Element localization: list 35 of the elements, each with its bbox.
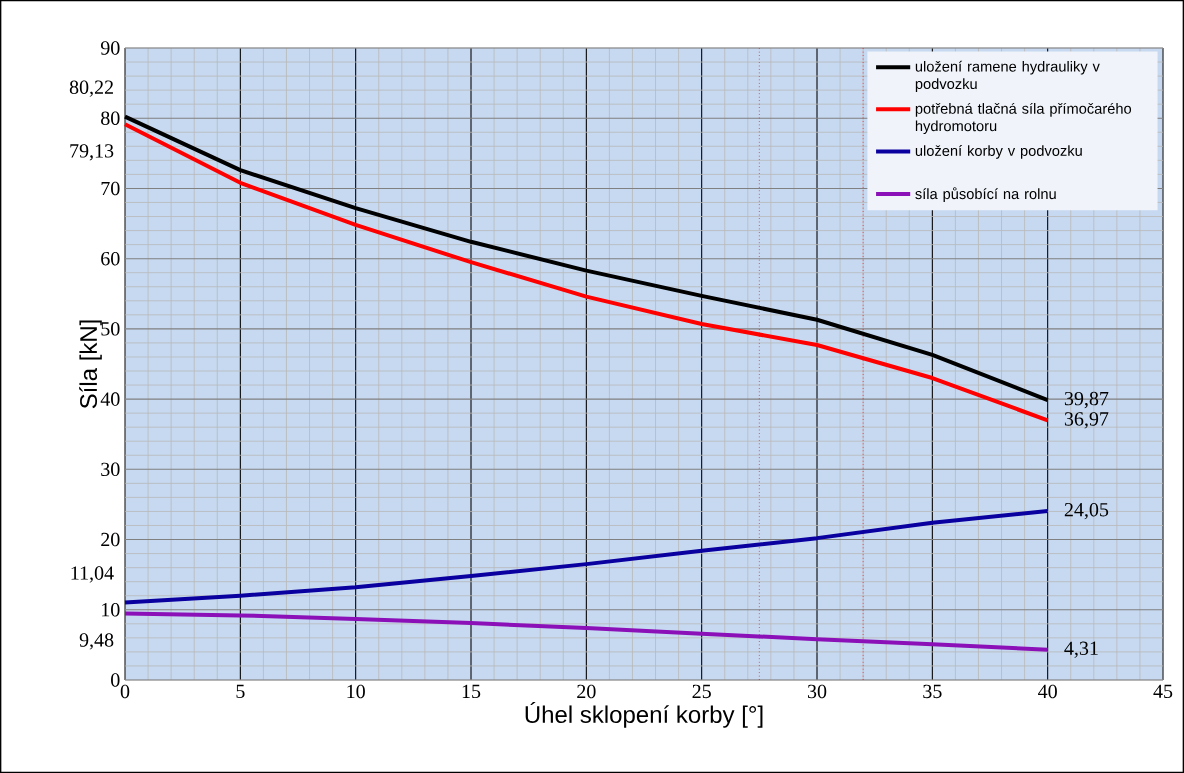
y-tick-label: 70	[101, 181, 120, 196]
data-label: 79,13	[70, 144, 114, 161]
y-tick-label: 20	[101, 532, 120, 547]
x-tick-label: 20	[577, 684, 596, 699]
legend-label: uložení ramene hydrauliky v podvozku	[915, 60, 1100, 92]
legend-label: uložení korby v podvozku	[915, 145, 1082, 159]
x-tick-label: 15	[462, 684, 481, 699]
data-label: 80,22	[69, 80, 113, 97]
x-tick-label: 0	[120, 684, 130, 699]
x-tick-label: 30	[807, 684, 827, 699]
y-tick-label: 10	[102, 603, 120, 617]
data-label: 4,31	[1064, 641, 1098, 658]
x-tick-label: 35	[923, 684, 942, 699]
x-tick-label: 25	[692, 684, 711, 699]
data-label: 24,05	[1064, 502, 1109, 520]
line-series	[123, 611, 1050, 652]
x-tick-label: 5	[236, 684, 245, 698]
x-tick-label: 40	[1038, 684, 1057, 699]
y-tick-label: 30	[101, 462, 120, 477]
x-tick-label: 45	[1153, 684, 1173, 699]
data-label: 36,97	[1064, 412, 1109, 429]
y-tick-label: 80	[101, 111, 120, 125]
legend-label: síla působící na rolnu	[915, 187, 1056, 203]
data-label: 39,87	[1064, 391, 1109, 409]
legend-label: potřebná tlačná síla přímočarého hydromotoru	[915, 102, 1132, 135]
x-axis-title: Úhel sklopení korby [°]	[525, 702, 763, 728]
data-label: 11,04	[71, 566, 114, 583]
y-tick-label: 50	[101, 322, 120, 336]
y-tick-label: 0	[111, 673, 120, 687]
y-tick-label: 90	[100, 41, 120, 55]
line-series	[123, 509, 1050, 605]
data-label: 9,48	[79, 633, 114, 650]
y-tick-label: 60	[101, 251, 120, 266]
y-tick-label: 40	[100, 392, 120, 406]
x-tick-label: 10	[347, 684, 365, 699]
